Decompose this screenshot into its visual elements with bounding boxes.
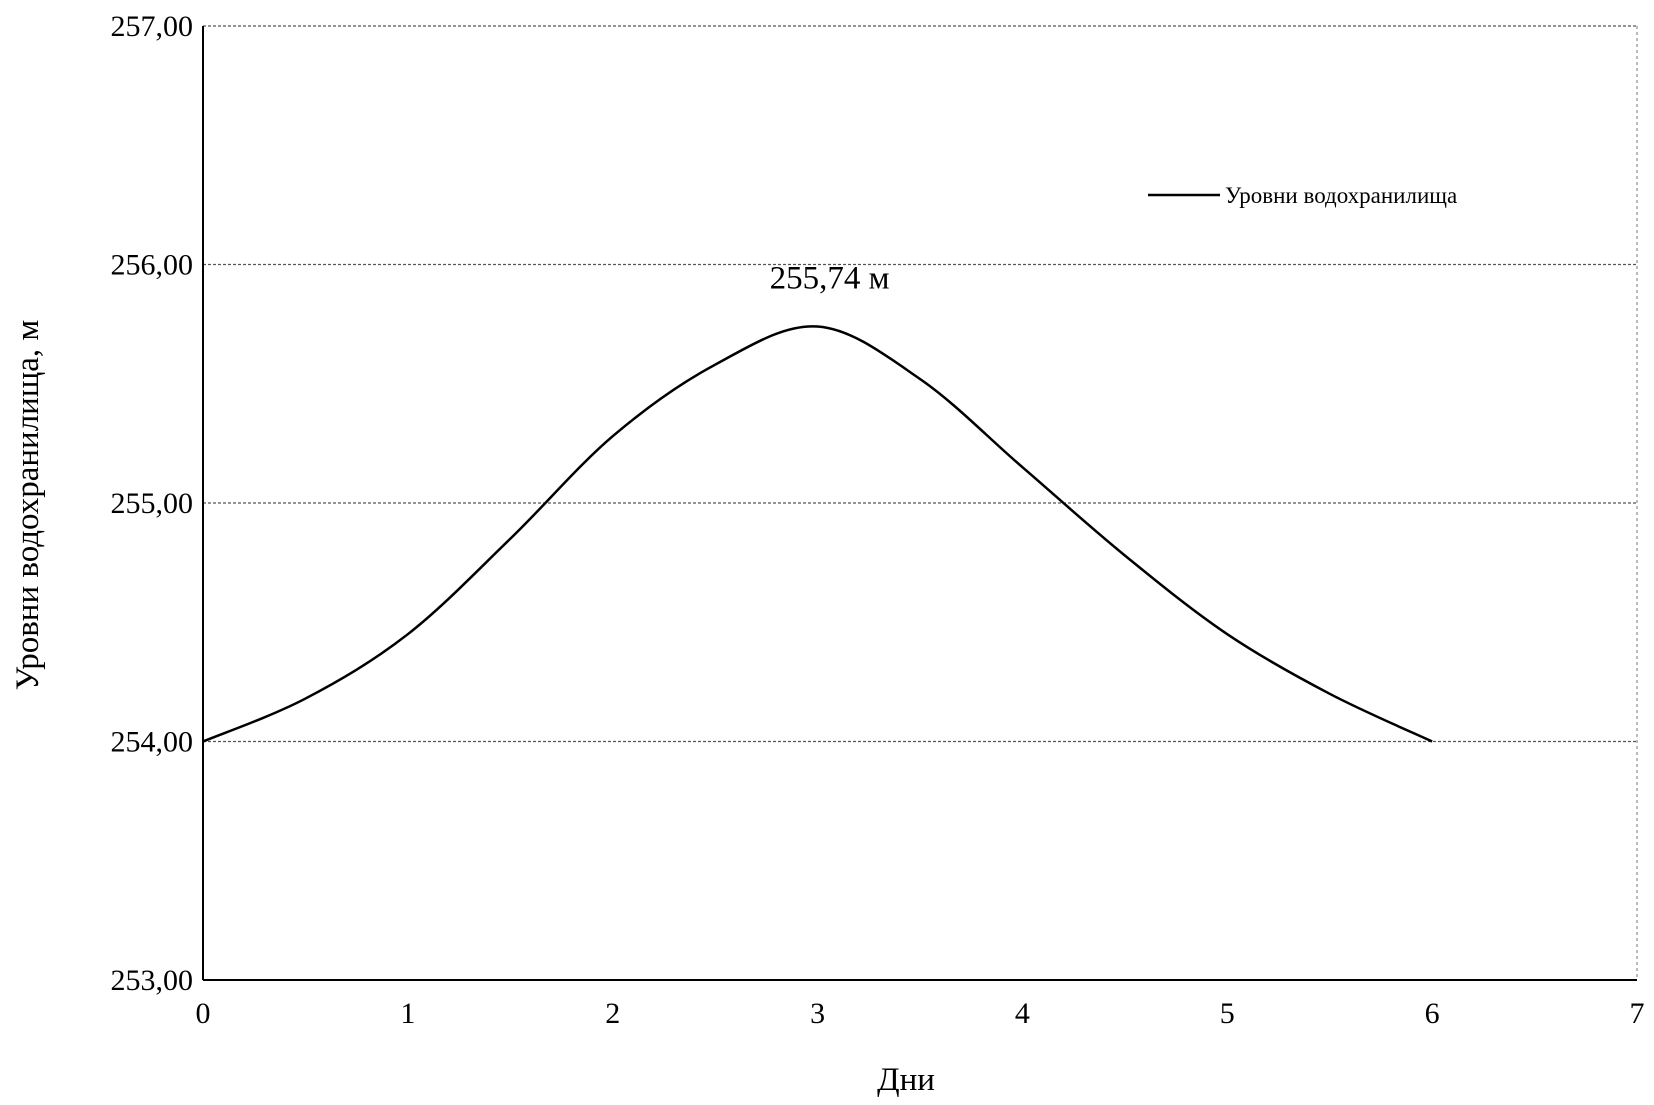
x-tick-label: 4 bbox=[1015, 997, 1030, 1030]
y-tick-label: 256,00 bbox=[111, 249, 194, 282]
x-tick-label: 5 bbox=[1220, 997, 1235, 1030]
x-tick-label: 1 bbox=[400, 997, 415, 1030]
y-tick-label: 255,00 bbox=[111, 487, 194, 520]
tick-labels: 253,00 254,00 255,00 256,00 257,00 0 1 2 3 4 5 6 7 bbox=[111, 10, 1645, 1030]
series-lines bbox=[202, 325, 1433, 743]
peak-annotation: 255,74 м bbox=[770, 261, 890, 297]
legend: Уровни водохранилища bbox=[1148, 183, 1457, 208]
x-axis-title: Дни bbox=[877, 1062, 935, 1098]
x-tick-label: 6 bbox=[1425, 997, 1440, 1030]
x-tick-label: 3 bbox=[810, 997, 825, 1030]
axes bbox=[202, 26, 1637, 981]
annotations: 255,74 м bbox=[770, 261, 890, 297]
x-tick-label: 2 bbox=[605, 997, 620, 1030]
y-tick-label: 253,00 bbox=[111, 964, 194, 997]
x-tick-label: 7 bbox=[1630, 997, 1645, 1030]
y-tick-label: 257,00 bbox=[111, 10, 194, 43]
grid bbox=[203, 25, 1638, 981]
series-line bbox=[202, 325, 1433, 743]
y-axis-title: Уровни водохранилища, м bbox=[10, 320, 46, 691]
legend-entry-label: Уровни водохранилища bbox=[1225, 183, 1457, 208]
y-tick-label: 254,00 bbox=[111, 726, 194, 759]
x-tick-label: 0 bbox=[196, 997, 211, 1030]
